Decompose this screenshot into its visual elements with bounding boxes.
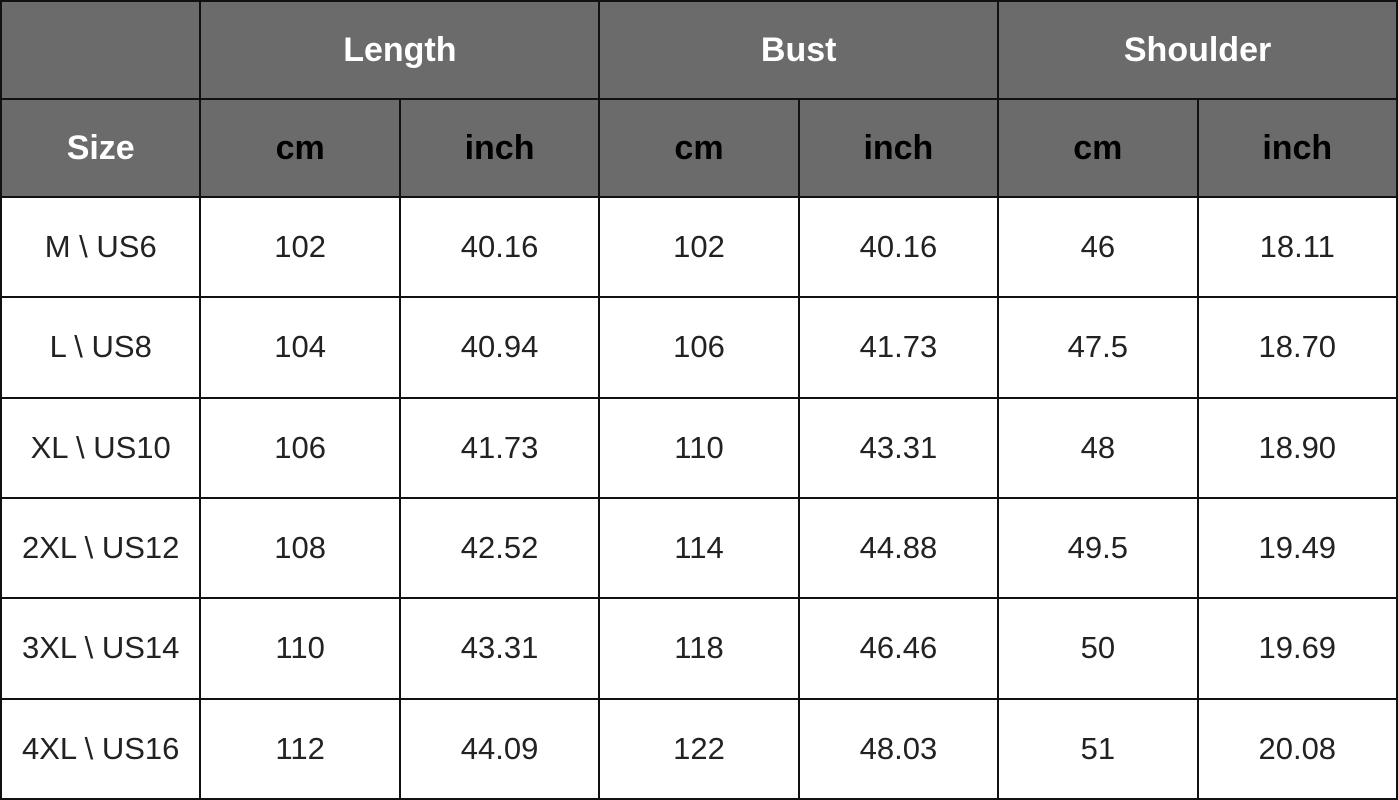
- value-cell: 50: [997, 597, 1199, 700]
- value-cell: 106: [598, 296, 800, 399]
- size-cell: XL \ US10: [0, 396, 202, 499]
- unit-header: cm: [598, 98, 800, 198]
- value-cell: 102: [199, 195, 401, 299]
- value-cell: 112: [199, 697, 401, 800]
- value-cell: 44.09: [398, 697, 601, 800]
- value-cell: 108: [199, 496, 401, 600]
- value-cell: 51: [997, 697, 1199, 800]
- value-cell: 118: [598, 597, 800, 700]
- value-cell: 42.52: [398, 496, 601, 600]
- group-header-row: Length Bust Shoulder: [0, 0, 1398, 100]
- value-cell: 40.16: [797, 195, 1000, 299]
- value-cell: 48: [997, 396, 1199, 499]
- value-cell: 43.31: [797, 396, 1000, 499]
- value-cell: 18.11: [1196, 195, 1398, 299]
- value-cell: 46: [997, 195, 1199, 299]
- table-row: L \ US8 104 40.94 106 41.73 47.5 18.70: [0, 296, 1398, 399]
- group-bust: Bust: [598, 0, 1000, 100]
- value-cell: 110: [598, 396, 800, 499]
- value-cell: 122: [598, 697, 800, 800]
- size-cell: M \ US6: [0, 195, 202, 299]
- value-cell: 19.69: [1196, 597, 1398, 700]
- value-cell: 110: [199, 597, 401, 700]
- group-length: Length: [199, 0, 601, 100]
- unit-header: inch: [1196, 98, 1398, 198]
- size-cell: 2XL \ US12: [0, 496, 202, 600]
- value-cell: 19.49: [1196, 496, 1398, 600]
- unit-header: cm: [199, 98, 401, 198]
- unit-header: inch: [797, 98, 1000, 198]
- value-cell: 41.73: [398, 396, 601, 499]
- size-cell: 4XL \ US16: [0, 697, 202, 800]
- value-cell: 46.46: [797, 597, 1000, 700]
- unit-header-row: Size cm inch cm inch cm inch: [0, 98, 1398, 198]
- corner-cell: [0, 0, 202, 100]
- value-cell: 18.70: [1196, 296, 1398, 399]
- table-row: XL \ US10 106 41.73 110 43.31 48 18.90: [0, 396, 1398, 499]
- table-row: 4XL \ US16 112 44.09 122 48.03 51 20.08: [0, 697, 1398, 800]
- value-cell: 40.16: [398, 195, 601, 299]
- value-cell: 114: [598, 496, 800, 600]
- value-cell: 18.90: [1196, 396, 1398, 499]
- size-cell: L \ US8: [0, 296, 202, 399]
- unit-header: inch: [398, 98, 601, 198]
- value-cell: 48.03: [797, 697, 1000, 800]
- table-row: 2XL \ US12 108 42.52 114 44.88 49.5 19.49: [0, 496, 1398, 600]
- size-header: Size: [0, 98, 202, 198]
- value-cell: 47.5: [997, 296, 1199, 399]
- value-cell: 104: [199, 296, 401, 399]
- unit-header: cm: [997, 98, 1199, 198]
- value-cell: 44.88: [797, 496, 1000, 600]
- value-cell: 43.31: [398, 597, 601, 700]
- table-row: M \ US6 102 40.16 102 40.16 46 18.11: [0, 195, 1398, 299]
- value-cell: 20.08: [1196, 697, 1398, 800]
- value-cell: 49.5: [997, 496, 1199, 600]
- group-shoulder: Shoulder: [997, 0, 1398, 100]
- table-row: 3XL \ US14 110 43.31 118 46.46 50 19.69: [0, 597, 1398, 700]
- size-cell: 3XL \ US14: [0, 597, 202, 700]
- value-cell: 40.94: [398, 296, 601, 399]
- value-cell: 106: [199, 396, 401, 499]
- value-cell: 102: [598, 195, 800, 299]
- value-cell: 41.73: [797, 296, 1000, 399]
